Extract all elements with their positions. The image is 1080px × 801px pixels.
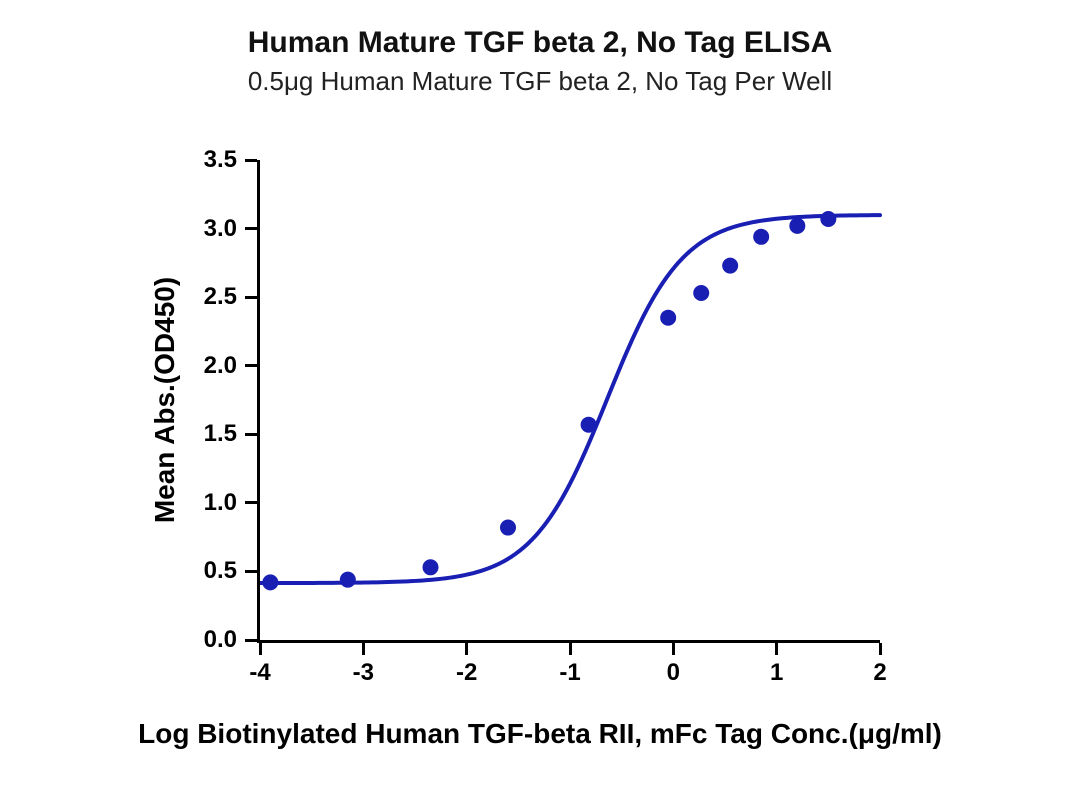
data-point [660, 310, 676, 326]
data-point [753, 229, 769, 245]
y-tick-label: 1.5 [167, 420, 237, 448]
x-tick-label: 2 [873, 659, 886, 687]
x-tick-label: -1 [559, 659, 580, 687]
x-tick [569, 643, 572, 655]
y-tick [245, 227, 257, 230]
data-point [693, 285, 709, 301]
y-tick [245, 501, 257, 504]
x-tick [672, 643, 675, 655]
x-tick [362, 643, 365, 655]
chart-title: Human Mature TGF beta 2, No Tag ELISA [0, 26, 1080, 60]
y-tick-label: 0.5 [167, 557, 237, 585]
x-tick [775, 643, 778, 655]
x-tick-label: -4 [249, 659, 270, 687]
data-point [500, 520, 516, 536]
x-tick-label: 1 [770, 659, 783, 687]
y-tick-label: 1.0 [167, 489, 237, 517]
data-point [820, 211, 836, 227]
data-point [581, 417, 597, 433]
y-tick-label: 3.5 [167, 146, 237, 174]
y-tick-label: 2.5 [167, 283, 237, 311]
y-tick-label: 3.0 [167, 215, 237, 243]
x-tick [879, 643, 882, 655]
x-tick [465, 643, 468, 655]
data-point [423, 559, 439, 575]
x-tick-label: -3 [353, 659, 374, 687]
data-point [722, 258, 738, 274]
y-axis-line [257, 160, 260, 640]
figure: Human Mature TGF beta 2, No Tag ELISA 0.… [0, 0, 1080, 801]
chart-plot-area [260, 160, 880, 640]
y-tick-label: 2.0 [167, 352, 237, 380]
x-tick [259, 643, 262, 655]
series-line [260, 160, 880, 640]
chart-subtitle: 0.5μg Human Mature TGF beta 2, No Tag Pe… [0, 66, 1080, 97]
x-tick-label: -2 [456, 659, 477, 687]
data-point [262, 574, 278, 590]
x-tick-label: 0 [667, 659, 680, 687]
y-tick [245, 433, 257, 436]
data-point [789, 218, 805, 234]
y-tick [245, 159, 257, 162]
y-tick [245, 364, 257, 367]
y-tick [245, 570, 257, 573]
y-tick-label: 0.0 [167, 626, 237, 654]
y-tick [245, 296, 257, 299]
data-point [340, 572, 356, 588]
y-axis-title: Mean Abs.(OD450) [149, 277, 181, 523]
y-tick [245, 639, 257, 642]
x-axis-title: Log Biotinylated Human TGF-beta RII, mFc… [0, 718, 1080, 750]
